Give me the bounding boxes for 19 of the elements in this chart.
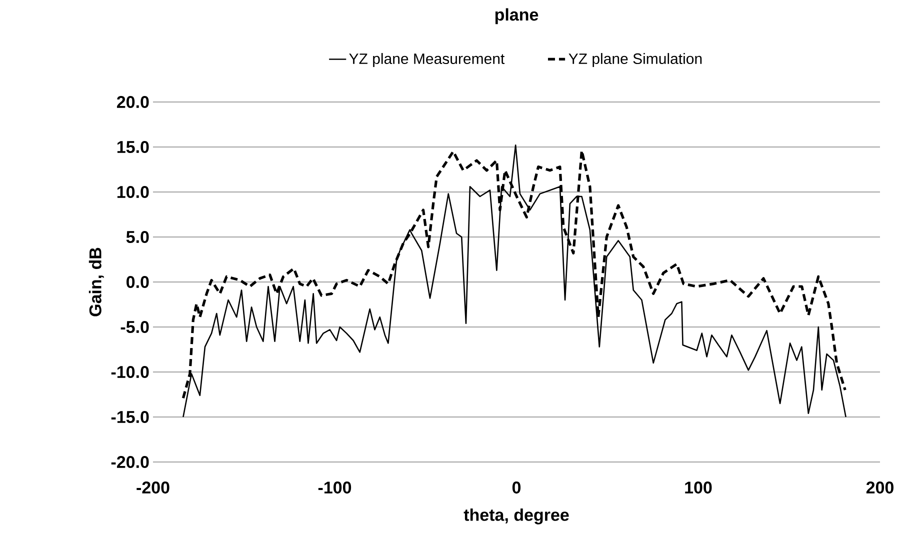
chart-title: plane (495, 8, 538, 24)
x-tick-label: -100 (318, 482, 352, 494)
y-tick-label: 10.0 (117, 186, 149, 198)
x-tick-label: -200 (136, 482, 170, 494)
y-tick-label: 20.0 (116, 96, 149, 108)
y-axis-title: Gain, dB (88, 248, 104, 316)
x-tick-label: 200 (866, 482, 894, 494)
y-tick-label: -5.0 (120, 320, 149, 334)
x-tick-label: 0 (512, 482, 521, 494)
y-tick-label: -20.0 (111, 456, 149, 468)
x-axis-title: theta, degree (464, 508, 569, 524)
y-tick-label: 0.0 (126, 276, 149, 288)
y-tick-label: -10.0 (111, 366, 149, 378)
legend-label: YZ plane Measurement (349, 53, 505, 68)
y-tick-label: -15.0 (111, 410, 149, 424)
y-tick-label: 5.0 (126, 230, 149, 244)
legend-label: YZ plane Simulation (568, 53, 702, 68)
y-tick-label: 15.0 (117, 140, 149, 154)
x-tick-label: 100 (685, 482, 712, 494)
